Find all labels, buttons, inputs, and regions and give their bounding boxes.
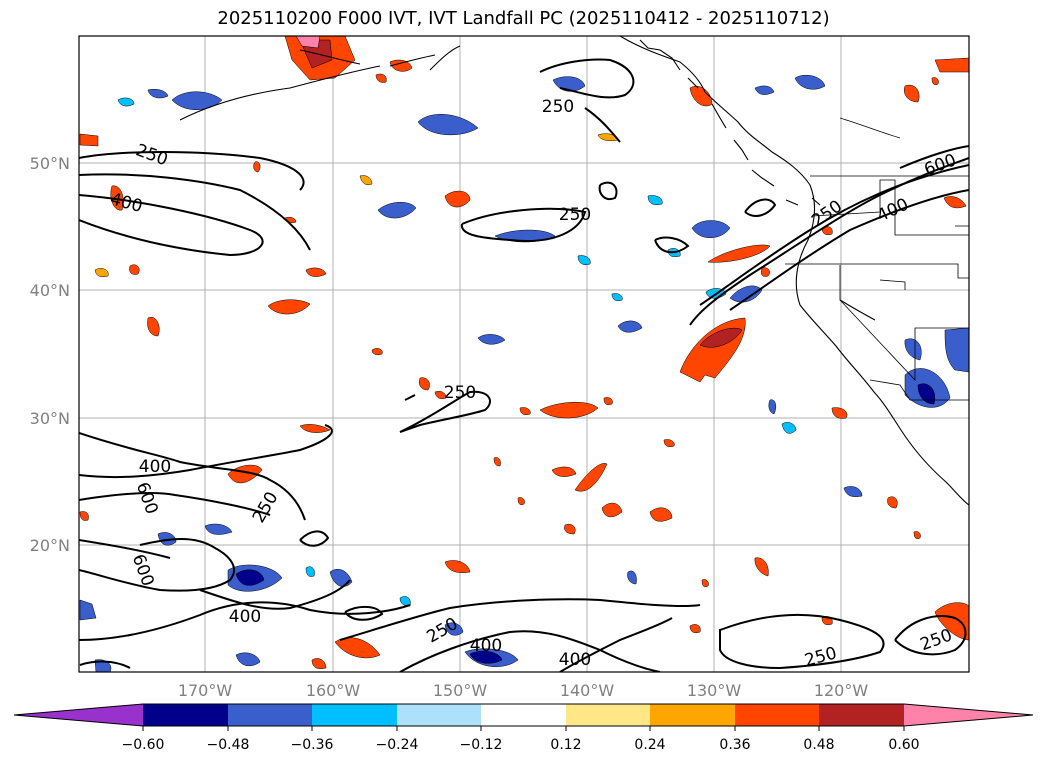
colorbar-segment [397, 704, 481, 726]
contour-label: 400 [559, 650, 591, 670]
colorbar-segment [904, 704, 1033, 726]
colorbar-segment [481, 704, 566, 726]
contour-label: 250 [542, 97, 574, 117]
colorbar-tick-label: −0.36 [291, 737, 334, 753]
colorbar-tick-label: −0.12 [460, 737, 503, 753]
contour-label: 400 [470, 636, 502, 656]
lat-labels: 50°N 40°N 30°N 20°N [30, 154, 70, 555]
contour-label: 400 [139, 457, 171, 477]
colorbar: −0.60 −0.48 −0.36 −0.24 −0.12 0.12 0.24 … [13, 703, 1034, 753]
lon-label: 140°W [560, 681, 615, 700]
colorbar-segment [819, 704, 904, 726]
contour-label: 250 [559, 205, 591, 225]
colorbar-segment [228, 704, 312, 726]
map-frame [78, 35, 970, 673]
colorbar-tick-label: 0.48 [803, 737, 834, 753]
lat-label: 40°N [30, 281, 70, 300]
lat-label: 30°N [30, 409, 70, 428]
colorbar-tick-label: 0.36 [719, 737, 750, 753]
colorbar-tick-label: 0.60 [888, 737, 919, 753]
colorbar-segment [143, 704, 228, 726]
ivt-contours [79, 58, 969, 672]
coastlines [179, 36, 969, 506]
map-title: 2025110200 F000 IVT, IVT Landfall PC (20… [217, 8, 830, 29]
colorbar-tick-label: −0.60 [122, 737, 165, 753]
colorbar-segment [735, 704, 819, 726]
colorbar-segment [650, 704, 735, 726]
colorbar-segment [14, 704, 143, 726]
lat-label: 50°N [30, 154, 70, 173]
colorbar-tick-label: −0.24 [376, 737, 419, 753]
colorbar-tick-label: −0.48 [207, 737, 250, 753]
lon-label: 130°W [687, 681, 742, 700]
lon-label: 150°W [433, 681, 488, 700]
colorbar-tick-label: 0.24 [634, 737, 665, 753]
lon-label: 120°W [814, 681, 869, 700]
lon-label: 170°W [178, 681, 233, 700]
contour-label: 400 [229, 607, 261, 627]
lon-labels: 170°W 160°W 150°W 140°W 130°W 120°W [178, 681, 869, 700]
lat-label: 20°N [30, 536, 70, 555]
lon-label: 160°W [306, 681, 361, 700]
colorbar-tick-label: 0.12 [550, 737, 581, 753]
map-area [79, 36, 969, 672]
colorbar-segment [566, 704, 650, 726]
colorbar-segment [312, 704, 397, 726]
contour-label: 250 [444, 383, 476, 403]
ivt-shading [79, 36, 969, 672]
political-borders [785, 117, 969, 401]
